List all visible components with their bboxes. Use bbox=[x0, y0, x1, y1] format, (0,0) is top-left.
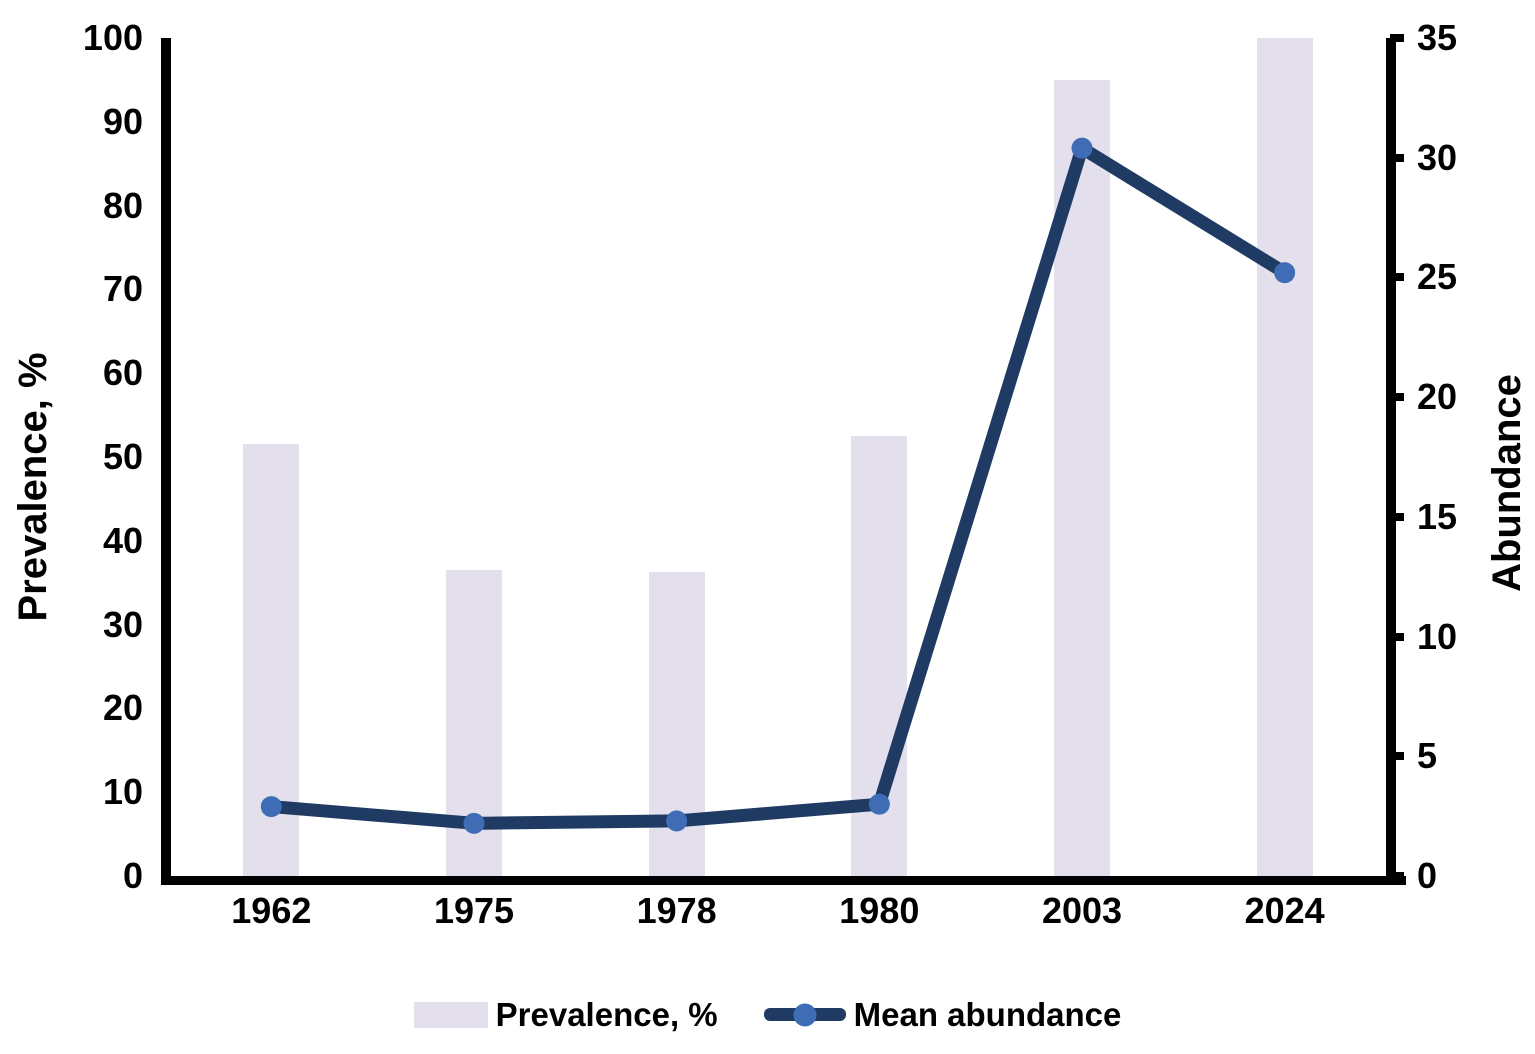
right-axis-tick-mark bbox=[1390, 393, 1404, 402]
data-point-1980 bbox=[868, 793, 890, 815]
left-axis-tick-30: 30 bbox=[102, 603, 143, 645]
data-point-1962 bbox=[260, 796, 282, 818]
right-axis-tick-mark bbox=[1390, 872, 1404, 880]
x-axis-label-2003: 2003 bbox=[1041, 890, 1123, 931]
left-axis-tick-90: 90 bbox=[102, 100, 143, 142]
x-axis-label-1980: 1980 bbox=[839, 890, 920, 931]
x-axis-label-1975: 1975 bbox=[433, 890, 515, 931]
data-point-2024 bbox=[1274, 262, 1296, 284]
right-axis-tick-30: 30 bbox=[1417, 136, 1458, 178]
right-axis-tick-mark bbox=[1390, 512, 1404, 521]
data-point-2003 bbox=[1071, 137, 1093, 159]
left-axis-tick-0: 0 bbox=[122, 855, 143, 896]
legend-label-prevalence: Prevalence, % bbox=[495, 996, 718, 1033]
prevalence-bar-swatch-icon bbox=[413, 1001, 488, 1028]
mean-abundance-line bbox=[264, 141, 1292, 830]
data-point-1975 bbox=[463, 812, 485, 834]
right-axis-tick-35: 35 bbox=[1417, 17, 1458, 58]
right-axis-tick-20: 20 bbox=[1417, 376, 1458, 418]
right-axis-tick-mark bbox=[1390, 153, 1404, 162]
chart-legend: Prevalence, % Mean abundance bbox=[0, 998, 1535, 1031]
left-axis-tick-80: 80 bbox=[102, 184, 143, 226]
right-axis-tick-mark bbox=[1390, 752, 1404, 761]
line-layer bbox=[260, 137, 1296, 834]
bar-2024 bbox=[1256, 38, 1313, 876]
line-marker-dot-icon bbox=[793, 1003, 817, 1026]
right-axis-tick-15: 15 bbox=[1417, 495, 1458, 537]
left-axis-tick-50: 50 bbox=[102, 436, 143, 477]
legend-label-mean-abundance: Mean abundance bbox=[853, 996, 1122, 1033]
left-axis-line bbox=[161, 38, 171, 885]
right-axis-tick-mark bbox=[1390, 273, 1404, 282]
right-axis-line bbox=[1386, 38, 1396, 885]
x-axis-label-1978: 1978 bbox=[636, 890, 717, 931]
left-axis-tick-10: 10 bbox=[102, 771, 143, 813]
right-axis-tick-5: 5 bbox=[1417, 735, 1438, 777]
legend-item-prevalence: Prevalence, % bbox=[413, 996, 718, 1033]
mean-abundance-line-dot-icon bbox=[763, 1003, 846, 1026]
left-axis-tick-60: 60 bbox=[102, 352, 143, 394]
left-axis-tick-40: 40 bbox=[102, 519, 143, 561]
left-axis-tick-20: 20 bbox=[102, 687, 143, 729]
right-axis-tick-0: 0 bbox=[1417, 855, 1438, 896]
left-axis-title: Prevalence, % bbox=[11, 352, 55, 622]
x-axis-line bbox=[161, 876, 1406, 885]
right-axis-tick-mark bbox=[1390, 34, 1404, 42]
data-point-1978 bbox=[666, 810, 688, 832]
left-axis-tick-70: 70 bbox=[102, 268, 143, 310]
x-axis-label-2024: 2024 bbox=[1244, 890, 1325, 931]
right-axis-title: Abundance bbox=[1485, 374, 1529, 592]
legend-item-mean-abundance: Mean abundance bbox=[763, 996, 1122, 1033]
right-axis-tick-10: 10 bbox=[1417, 615, 1458, 657]
right-axis-tick-mark bbox=[1390, 632, 1404, 641]
left-axis-tick-100: 100 bbox=[82, 17, 143, 58]
right-axis-tick-25: 25 bbox=[1417, 256, 1458, 298]
x-axis-label-1962: 1962 bbox=[231, 890, 312, 931]
